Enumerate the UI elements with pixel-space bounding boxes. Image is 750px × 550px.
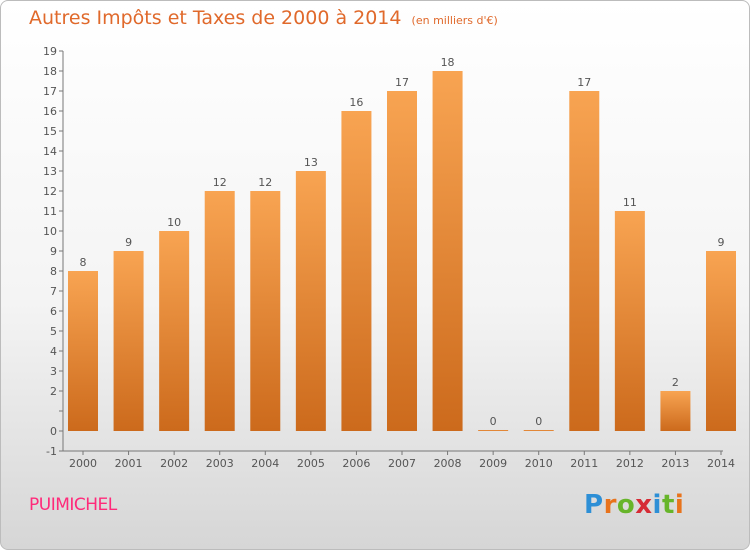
bar-2014 <box>706 251 736 431</box>
y-tick-label: 18 <box>43 65 57 78</box>
bar-2010 <box>523 430 554 431</box>
x-tick-label: 2001 <box>115 457 143 470</box>
x-tick-label: 2002 <box>160 457 188 470</box>
x-tick-label: 2012 <box>616 457 644 470</box>
commune-name: PUIMICHEL <box>29 495 117 515</box>
chart-title-text: Autres Impôts et Taxes de 2000 à 2014 <box>29 7 402 29</box>
logo-letter: i <box>652 490 662 520</box>
logo-letter: o <box>616 490 636 520</box>
y-tick-label: 2 <box>50 385 57 398</box>
chart-subtitle: (en milliers d'€) <box>411 14 498 27</box>
bar-2005 <box>295 171 326 431</box>
x-tick-label: 2010 <box>525 457 553 470</box>
chart-title: Autres Impôts et Taxes de 2000 à 2014 (e… <box>29 7 498 29</box>
x-tick-label: 2007 <box>388 457 416 470</box>
bar-2004 <box>250 191 281 431</box>
data-label-2002: 10 <box>167 216 181 229</box>
data-label-2006: 16 <box>349 96 363 109</box>
logo-letter: t <box>661 490 675 520</box>
y-tick-label: 13 <box>43 165 57 178</box>
proxiti-logo: Proxiti <box>584 490 684 520</box>
data-label-2005: 13 <box>304 156 318 169</box>
y-tick-label: 19 <box>43 45 57 58</box>
chart-data-labels: 8 9 10 12 12 13 16 17 18 0 0 17 11 2 9 <box>80 56 725 428</box>
y-tick-label: 0 <box>50 425 57 438</box>
bar-2012 <box>614 211 645 431</box>
bar-2007 <box>387 91 417 431</box>
data-label-2009: 0 <box>490 415 497 428</box>
x-tick-label: 2008 <box>434 457 462 470</box>
bar-2008 <box>432 71 463 431</box>
bar-2011 <box>569 91 600 431</box>
y-tick-label: 8 <box>50 265 57 278</box>
y-tick-label: 15 <box>43 125 57 138</box>
logo-letter: i <box>674 490 685 520</box>
data-label-2011: 17 <box>577 76 591 89</box>
logo-letter: P <box>584 490 604 520</box>
bar-2000 <box>68 271 98 431</box>
data-label-2000: 8 <box>80 256 87 269</box>
x-tick-label: 2006 <box>342 457 370 470</box>
y-tick-label: 4 <box>50 345 57 358</box>
bar-2003 <box>204 191 235 431</box>
data-label-2007: 17 <box>395 76 409 89</box>
x-tick-label: 2011 <box>570 457 598 470</box>
y-tick-label: 17 <box>43 85 57 98</box>
y-tick-label: 12 <box>43 185 57 198</box>
y-tick-label: 14 <box>43 145 57 158</box>
data-label-2001: 9 <box>125 236 132 249</box>
logo-letter: r <box>603 490 617 520</box>
data-label-2014: 9 <box>718 236 725 249</box>
bar-2001 <box>113 251 144 431</box>
x-tick-label: 2014 <box>707 457 735 470</box>
data-label-2012: 11 <box>623 196 637 209</box>
chart-bars <box>68 71 736 431</box>
x-tick-label: 2003 <box>206 457 234 470</box>
logo-letter: x <box>635 490 653 520</box>
x-tick-label: 2013 <box>661 457 689 470</box>
data-label-2013: 2 <box>672 376 679 389</box>
x-tick-label: 2005 <box>297 457 325 470</box>
y-tick-label: 9 <box>50 245 57 258</box>
y-tick-label: 11 <box>43 205 57 218</box>
data-label-2004: 12 <box>258 176 272 189</box>
y-tick-label: 10 <box>43 225 57 238</box>
data-label-2003: 12 <box>213 176 227 189</box>
x-tick-label: 2000 <box>69 457 97 470</box>
bar-2013 <box>660 391 691 431</box>
y-tick-label: 7 <box>50 285 57 298</box>
y-tick-label: 3 <box>50 365 57 378</box>
bar-2006 <box>341 111 372 431</box>
y-tick-label: 5 <box>50 325 57 338</box>
x-tick-label: 2009 <box>479 457 507 470</box>
data-label-2008: 18 <box>441 56 455 69</box>
x-tick-label: 2004 <box>251 457 279 470</box>
y-tick-label: 6 <box>50 305 57 318</box>
bar-2002 <box>159 231 190 431</box>
data-label-2010: 0 <box>535 415 542 428</box>
y-tick-label: 16 <box>43 105 57 118</box>
y-tick-label: -1 <box>46 445 57 458</box>
bar-2009 <box>478 430 509 431</box>
